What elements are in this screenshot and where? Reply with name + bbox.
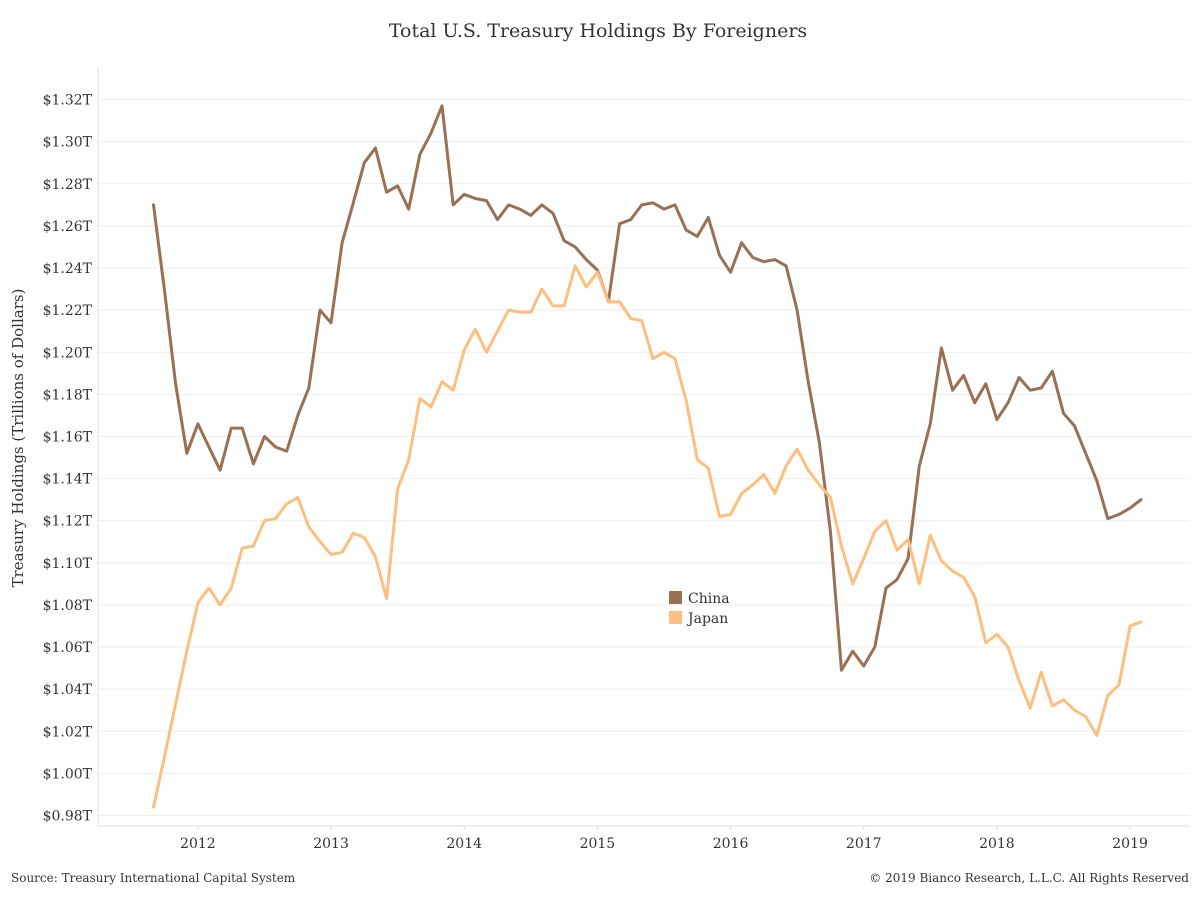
y-tick-label: $1.06T (43, 640, 93, 656)
y-tick-labels: $0.98T $1.00T $1.02T $1.04T $1.06T $1.08T $1.1… (43, 93, 93, 825)
copyright-note: © 2019 Bianco Research, L.L.C. All Right… (869, 871, 1189, 885)
x-tick-label: 2012 (180, 836, 216, 852)
y-tick-label: $1.02T (43, 724, 93, 740)
y-tick-label: $0.98T (43, 808, 93, 824)
y-tick-label: $1.24T (43, 261, 93, 277)
y-tick-label: $1.12T (43, 514, 93, 530)
legend-swatch-china (669, 591, 682, 604)
x-tick-label: 2015 (580, 836, 616, 852)
y-tick-label: $1.16T (43, 429, 93, 445)
x-tick-label: 2018 (979, 836, 1015, 852)
series-line-china (152, 104, 1143, 672)
y-tick-label: $1.20T (43, 345, 93, 361)
x-tick-label: 2019 (1112, 836, 1148, 852)
x-tick-label: 2014 (446, 836, 482, 852)
y-tick-label: $1.04T (43, 682, 93, 698)
y-tick-label: $1.14T (43, 472, 93, 488)
y-tick-label: $1.10T (43, 556, 93, 572)
x-tick-labels: 2012 2013 2014 2015 2016 2017 2018 2019 (180, 826, 1148, 852)
source-note: Source: Treasury International Capital S… (11, 871, 296, 885)
y-axis-label: Treasury Holdings (Trillions of Dollars) (9, 289, 27, 588)
series-layer (152, 104, 1143, 809)
y-tick-label: $1.22T (43, 303, 93, 319)
legend: China Japan (669, 591, 730, 627)
chart-title: Total U.S. Treasury Holdings By Foreigne… (389, 20, 807, 42)
y-tick-label: $1.08T (43, 598, 93, 614)
axis-layer (97, 68, 1190, 827)
legend-label-japan: Japan (686, 611, 728, 627)
y-tick-label: $1.26T (43, 219, 93, 235)
x-tick-label: 2016 (713, 836, 749, 852)
series-line-japan (152, 264, 1143, 809)
x-tick-label: 2017 (846, 836, 882, 852)
y-tick-label: $1.00T (43, 766, 93, 782)
y-tick-label: $1.28T (43, 177, 93, 193)
legend-label-china: China (688, 591, 730, 607)
x-tick-label: 2013 (313, 836, 349, 852)
legend-swatch-japan (669, 611, 682, 624)
y-tick-label: $1.30T (43, 135, 93, 151)
y-tick-label: $1.32T (43, 93, 93, 109)
grid-layer (98, 99, 1190, 816)
y-tick-label: $1.18T (43, 387, 93, 403)
